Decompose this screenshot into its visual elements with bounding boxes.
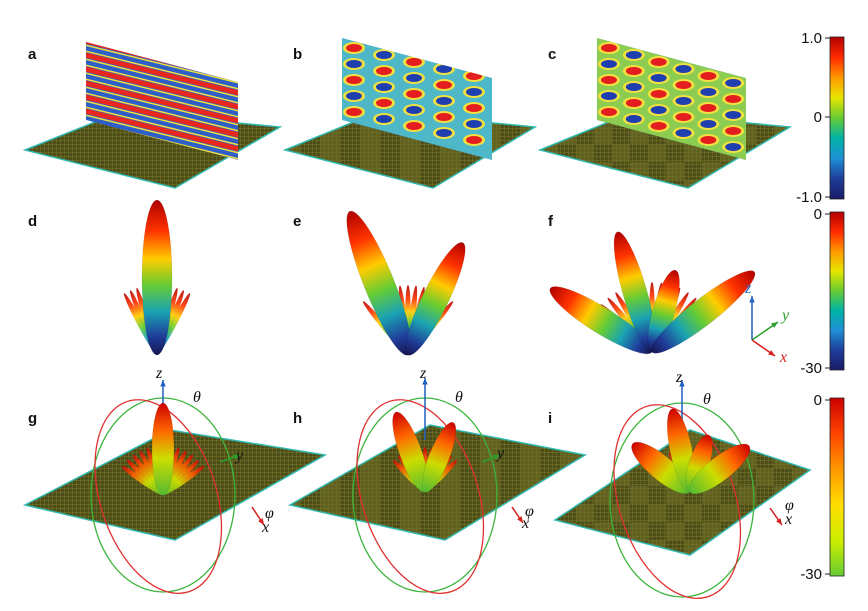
z-axis-g-head <box>160 380 166 387</box>
x-axis-i-head <box>776 518 782 525</box>
field-panel-c <box>597 38 746 160</box>
panel-label-d: d <box>28 213 38 230</box>
z-label-i: z <box>675 369 683 386</box>
triad-x-axis-head <box>768 350 775 356</box>
z-label-g: z <box>155 365 163 382</box>
colorbar-field-tick-label-2: -1.0 <box>796 189 822 206</box>
phi-label-h: φ <box>525 503 534 520</box>
panel-label-e: e <box>293 213 302 230</box>
colorbar-pattern-3d-tick-label-1: -30 <box>800 566 822 583</box>
colorbar-pattern-3d-tick-label-0: 0 <box>814 392 822 409</box>
triad-x-label: x <box>779 349 787 366</box>
x-axis-h-head <box>517 516 523 523</box>
colorbar-field-tick-label-1: 0 <box>814 109 822 126</box>
triad-z-axis-head <box>749 296 755 303</box>
colorbar-pattern <box>829 211 845 371</box>
theta-label-i: θ <box>703 391 711 408</box>
x-axis-g-head <box>258 518 264 525</box>
panel-label-c: c <box>548 46 557 63</box>
main-lobe-g <box>151 402 175 496</box>
y-axis-h-head <box>493 454 500 460</box>
triad-z-label: z <box>744 280 752 297</box>
panel-label-h: h <box>293 410 303 427</box>
panel-label-b: b <box>293 46 303 63</box>
colorbar-pattern-tick-label-1: -30 <box>800 360 822 377</box>
main-lobe-f-4 <box>651 270 756 354</box>
z-axis-i-head <box>679 380 685 387</box>
panel-label-g: g <box>28 410 38 427</box>
x-label-h: x <box>521 515 529 532</box>
main-lobe-d <box>141 199 173 356</box>
z-axis-h-head <box>422 378 428 385</box>
x-label-g: x <box>261 519 269 536</box>
colorbar-field <box>829 36 845 200</box>
y-label-h: y <box>495 445 505 462</box>
phi-label-g: φ <box>265 505 274 522</box>
z-label-h: z <box>419 365 427 382</box>
theta-label-h: θ <box>455 389 463 406</box>
theta-label-g: θ <box>193 389 201 406</box>
x-label-i: x <box>784 511 792 528</box>
panel-label-i: i <box>548 410 553 427</box>
triad-y-axis-head <box>771 322 778 328</box>
field-panel-b <box>342 38 492 160</box>
main-lobe-e-right <box>405 242 466 356</box>
colorbar-pattern-3d <box>829 397 845 577</box>
triad-y-label: y <box>780 307 790 324</box>
main-lobe-h-right <box>421 422 457 493</box>
y-axis-g-head <box>233 454 240 460</box>
y-label-g: y <box>234 447 244 464</box>
panel-label-f: f <box>548 213 553 230</box>
phi-label-i: φ <box>785 497 794 514</box>
main-lobe-i-4 <box>688 443 751 495</box>
panel-label-a: a <box>28 46 37 63</box>
colorbar-pattern-tick-label-0: 0 <box>814 206 822 223</box>
colorbar-field-tick-label-0: 1.0 <box>801 30 822 47</box>
